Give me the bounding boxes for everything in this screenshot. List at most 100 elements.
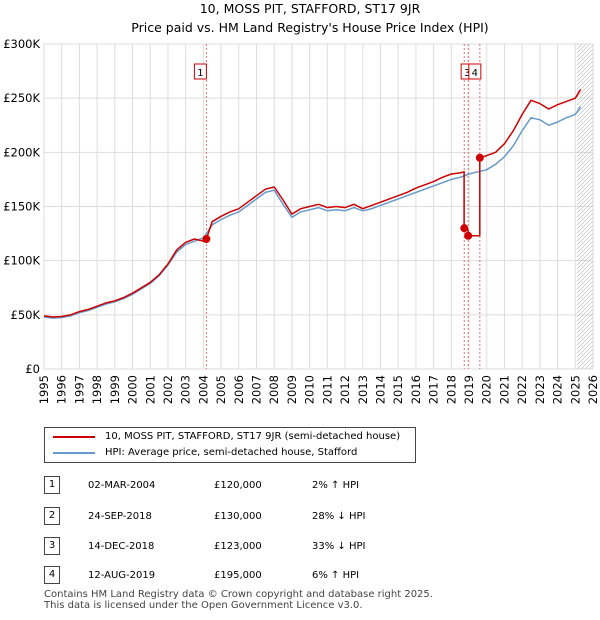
- x-tick-label: 2016: [409, 375, 423, 404]
- x-tick-label: 2007: [250, 375, 264, 404]
- hatch-stroke: [577, 156, 593, 174]
- hatch-stroke: [577, 176, 593, 194]
- hatch-stroke: [577, 68, 593, 86]
- x-tick-label: 1996: [55, 375, 69, 404]
- sale-date: 12-AUG-2019: [88, 570, 156, 581]
- x-tick-label: 2009: [285, 375, 299, 404]
- hatch-stroke: [577, 52, 593, 70]
- x-tick-label: 2022: [515, 375, 529, 404]
- forecast-hatch: [577, 0, 593, 369]
- sale-marker-text: 1: [197, 68, 203, 79]
- x-tick-label: 1995: [37, 375, 51, 404]
- hatch-stroke: [577, 56, 593, 74]
- hatch-stroke: [577, 216, 593, 234]
- hatch-stroke: [577, 212, 593, 230]
- y-tick-label: £250K: [3, 91, 40, 105]
- hatch-stroke: [577, 200, 593, 218]
- sale-point-4: [475, 153, 484, 162]
- hatch-stroke: [577, 172, 593, 190]
- legend-label-property: 10, MOSS PIT, STAFFORD, ST17 9JR (semi-d…: [105, 431, 401, 442]
- hatch-stroke: [577, 224, 593, 242]
- hatch-stroke: [577, 84, 593, 102]
- hatch-stroke: [577, 120, 593, 138]
- y-axis: £0 £50K £100K £150K £200K £250K £300K: [3, 37, 40, 376]
- hatch-stroke: [577, 204, 593, 222]
- x-tick-label: 2002: [161, 375, 175, 404]
- x-tick-label: 2014: [373, 375, 387, 404]
- hatch-stroke: [577, 228, 593, 246]
- hatch-stroke: [577, 312, 593, 330]
- hatch-stroke: [577, 148, 593, 166]
- x-tick-label: 2005: [214, 375, 228, 404]
- hatch-stroke: [577, 192, 593, 210]
- hatch-stroke: [577, 80, 593, 98]
- x-tick-label: 2020: [480, 375, 494, 404]
- x-tick-label: 2008: [267, 375, 281, 404]
- hatch-stroke: [577, 100, 593, 118]
- hatch-stroke: [584, 360, 593, 369]
- sale-point-1: [202, 235, 211, 243]
- sale-point-3: [464, 231, 473, 240]
- sale-marker-box: [193, 63, 207, 80]
- hatch-stroke: [577, 268, 593, 286]
- sale-row: 4 12-AUG-2019 £195,000 6% ↑ HPI: [44, 566, 404, 584]
- hatch-stroke: [577, 17, 593, 33]
- legend-label-hpi: HPI: Average price, semi-detached house,…: [105, 447, 358, 458]
- hatch-stroke: [577, 304, 593, 322]
- hatch-stroke: [580, 356, 593, 369]
- footer: Contains HM Land Registry data © Crown c…: [44, 589, 433, 611]
- hatch-stroke: [577, 88, 593, 106]
- hatch-stroke: [577, 208, 593, 226]
- hatch-stroke: [577, 108, 593, 126]
- hatch-stroke: [577, 140, 593, 158]
- x-tick-label: 2021: [497, 375, 511, 404]
- y-tick-label: £150K: [3, 200, 40, 214]
- sale-marker-label-4: 4: [468, 63, 482, 80]
- hatch-stroke: [577, 1, 593, 17]
- hatch-stroke: [577, 348, 593, 366]
- hatch-stroke: [577, 196, 593, 214]
- hatch-stroke: [577, 320, 593, 338]
- hatch-stroke: [577, 44, 579, 46]
- sale-price: £195,000: [214, 570, 262, 581]
- hatch-stroke: [577, 264, 593, 282]
- hatch-stroke: [577, 72, 593, 90]
- hatch-stroke: [577, 96, 593, 114]
- x-axis: 1995 1996 1997 1998 1999 2000 2001 2002 2003 2004…: [37, 375, 600, 404]
- y-tick-label: £200K: [3, 145, 40, 159]
- x-tick-label: 2000: [126, 375, 140, 404]
- x-tick-label: 2011: [320, 375, 334, 404]
- hatch-stroke: [577, 168, 593, 186]
- sale-marker-box: [468, 63, 482, 80]
- x-tick-label: 2018: [444, 375, 458, 404]
- hatch-stroke: [577, 0, 593, 13]
- hatch-stroke: [577, 236, 593, 254]
- sale-number: 1: [44, 476, 60, 494]
- hatch-stroke: [577, 152, 593, 170]
- hatch-stroke: [577, 21, 593, 37]
- hatch-stroke: [577, 188, 593, 206]
- chart-subtitle: Price paid vs. HM Land Registry's House …: [131, 20, 488, 35]
- x-tick-label: 1999: [108, 375, 122, 404]
- hatch-stroke: [577, 164, 593, 182]
- x-tick-label: 2003: [179, 375, 193, 404]
- x-tick-label: 2026: [586, 375, 600, 404]
- hatch-stroke: [577, 60, 593, 78]
- x-tick-label: 2019: [462, 375, 476, 404]
- sale-date: 02-MAR-2004: [88, 480, 156, 491]
- hatch-stroke: [577, 260, 593, 278]
- sale-marker-text: 4: [472, 68, 478, 79]
- sale-number: 4: [44, 566, 60, 584]
- series-line-hpi: [43, 106, 582, 319]
- hatch-stroke: [577, 256, 593, 274]
- hatch-stroke: [577, 248, 593, 266]
- legend-swatch-property: [53, 436, 95, 438]
- hatch-stroke: [577, 280, 593, 298]
- hatch-stroke: [577, 116, 593, 134]
- hatch-stroke: [577, 240, 593, 258]
- hatch-stroke: [577, 44, 583, 50]
- x-tick-label: 2023: [533, 375, 547, 404]
- hatch-stroke: [577, 48, 593, 66]
- x-tick-label: 2017: [427, 375, 441, 404]
